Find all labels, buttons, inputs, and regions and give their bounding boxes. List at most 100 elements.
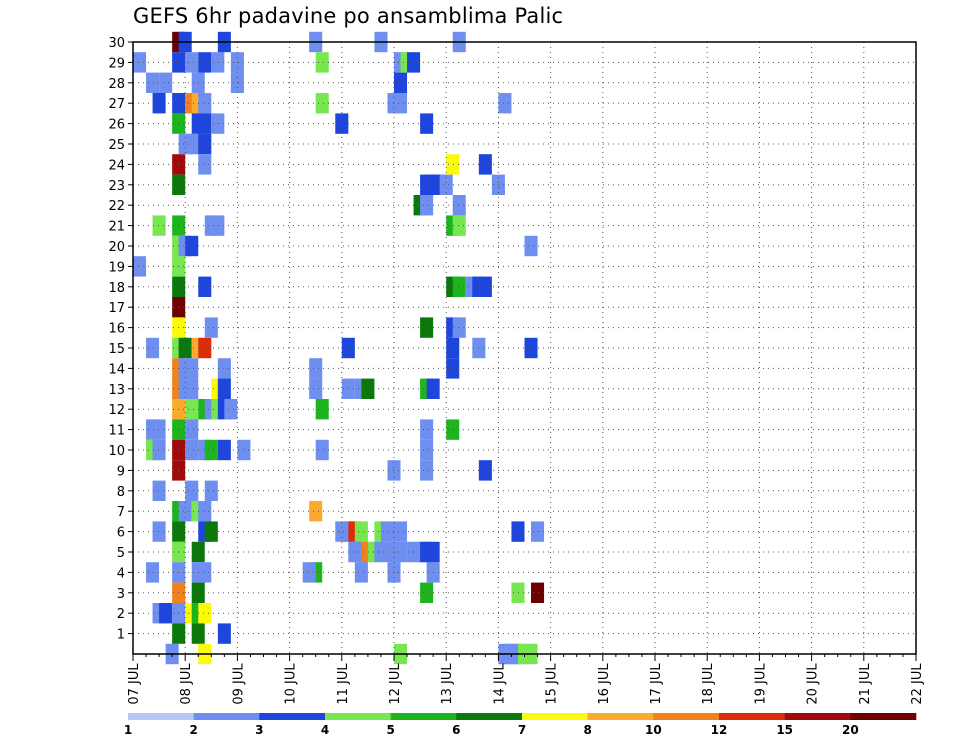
heatmap-cell — [211, 52, 225, 73]
heatmap-cell — [420, 195, 434, 216]
y-tick-label: 25 — [108, 138, 125, 153]
y-tick-label: 23 — [108, 179, 125, 194]
y-tick-label: 8 — [117, 485, 125, 500]
y-tick-label: 10 — [108, 444, 125, 459]
heatmap-cell — [524, 235, 538, 257]
heatmap-cell — [446, 154, 460, 175]
colorbar-swatch — [456, 713, 523, 720]
colorbar-swatch — [522, 713, 588, 720]
y-tick-label: 28 — [108, 77, 125, 92]
heatmap-cell — [452, 317, 466, 338]
y-tick-label: 14 — [108, 362, 125, 377]
heatmap-cell — [309, 378, 323, 399]
heatmap-cell — [531, 582, 545, 603]
heatmap-cell — [511, 521, 525, 542]
colorbar-label: 15 — [776, 723, 793, 737]
heatmap-cell — [309, 501, 323, 522]
y-tick-label: 24 — [108, 158, 125, 173]
y-tick-label: 3 — [117, 587, 125, 602]
heatmap-cell — [185, 439, 199, 461]
colorbar-label: 2 — [189, 723, 197, 737]
heatmap-cell — [159, 603, 173, 624]
heatmap-cell — [178, 501, 192, 522]
heatmap-cell — [152, 521, 166, 542]
heatmap-cell — [420, 439, 434, 461]
x-tick-label: 19 JUL — [753, 663, 768, 705]
heatmap-cell — [152, 480, 166, 501]
y-tick-label: 15 — [108, 342, 125, 357]
heatmap-cell — [315, 52, 329, 73]
x-tick-label: 08 JUL — [179, 663, 194, 705]
heatmap-cell — [394, 541, 408, 563]
colorbar-swatch — [325, 713, 391, 720]
heatmap-cell — [152, 439, 166, 461]
x-tick-label: 12 JUL — [388, 663, 403, 705]
x-tick-label: 10 JUL — [284, 663, 299, 705]
heatmap-cell — [211, 113, 225, 134]
y-tick-label: 21 — [108, 220, 125, 235]
heatmap-cell — [133, 256, 147, 277]
heatmap-cell — [198, 154, 212, 175]
y-tick-label: 18 — [108, 281, 125, 296]
heatmap-cell — [198, 501, 212, 522]
colorbar-swatch — [587, 713, 654, 720]
y-tick-label: 6 — [117, 526, 125, 541]
y-tick-label: 7 — [117, 505, 125, 520]
heatmap-cell — [217, 439, 231, 461]
y-tick-label: 1 — [117, 628, 125, 643]
heatmap-cell — [387, 460, 401, 481]
heatmap-cell — [185, 419, 199, 440]
heatmap-cell — [439, 174, 453, 195]
colorbar-swatch — [784, 713, 851, 720]
colorbar-swatch — [193, 713, 260, 720]
heatmap-cell — [185, 480, 199, 501]
heatmap-cell — [198, 52, 212, 73]
colorbar-label: 7 — [518, 723, 526, 737]
y-tick-label: 27 — [108, 97, 125, 112]
y-tick-label: 16 — [108, 322, 125, 337]
heatmap-cell — [159, 72, 173, 93]
colorbar-swatch — [850, 713, 917, 720]
heatmap-cell — [420, 460, 434, 481]
y-tick-label: 20 — [108, 240, 125, 255]
y-tick-label: 30 — [108, 36, 125, 51]
heatmap-cell — [446, 358, 460, 379]
heatmap-cell — [204, 480, 218, 501]
heatmap-cell — [152, 215, 166, 236]
heatmap-cell — [185, 52, 199, 73]
heatmap-cell — [198, 93, 212, 114]
y-tick-label: 26 — [108, 118, 125, 133]
heatmap-cell — [374, 541, 388, 563]
heatmap-cell — [198, 133, 212, 155]
colorbar-label: 12 — [711, 723, 728, 737]
y-tick-label: 9 — [117, 464, 125, 479]
heatmap-cell — [452, 195, 466, 216]
heatmap-cells — [133, 31, 545, 665]
heatmap-cell — [133, 52, 147, 73]
grid-lines — [133, 41, 916, 654]
heatmap-cell — [217, 378, 231, 399]
heatmap-cell — [198, 603, 212, 624]
y-tick-label: 12 — [108, 403, 125, 418]
y-tick-label: 22 — [108, 199, 125, 214]
heatmap-cell — [478, 276, 492, 297]
heatmap-cell — [185, 378, 199, 399]
y-tick-label: 13 — [108, 383, 125, 398]
colorbar-label: 4 — [321, 723, 329, 737]
x-tick-label: 21 JUL — [858, 663, 873, 705]
heatmap-cell — [146, 72, 160, 93]
heatmap-cell — [524, 337, 538, 359]
colorbar-label: 20 — [842, 723, 859, 737]
heatmap-cell — [420, 113, 434, 134]
heatmap-cell — [380, 521, 394, 542]
x-tick-label: 14 JUL — [492, 663, 507, 705]
heatmap-cell — [185, 358, 199, 379]
heatmap-cell — [498, 93, 512, 114]
heatmap-cell — [198, 337, 212, 359]
heatmap-cell — [452, 215, 466, 236]
chart-title: GEFS 6hr padavine po ansamblima Palic — [133, 4, 564, 28]
heatmap-cell — [211, 215, 225, 236]
heatmap-cell — [152, 93, 166, 114]
heatmap-cell — [204, 317, 218, 338]
